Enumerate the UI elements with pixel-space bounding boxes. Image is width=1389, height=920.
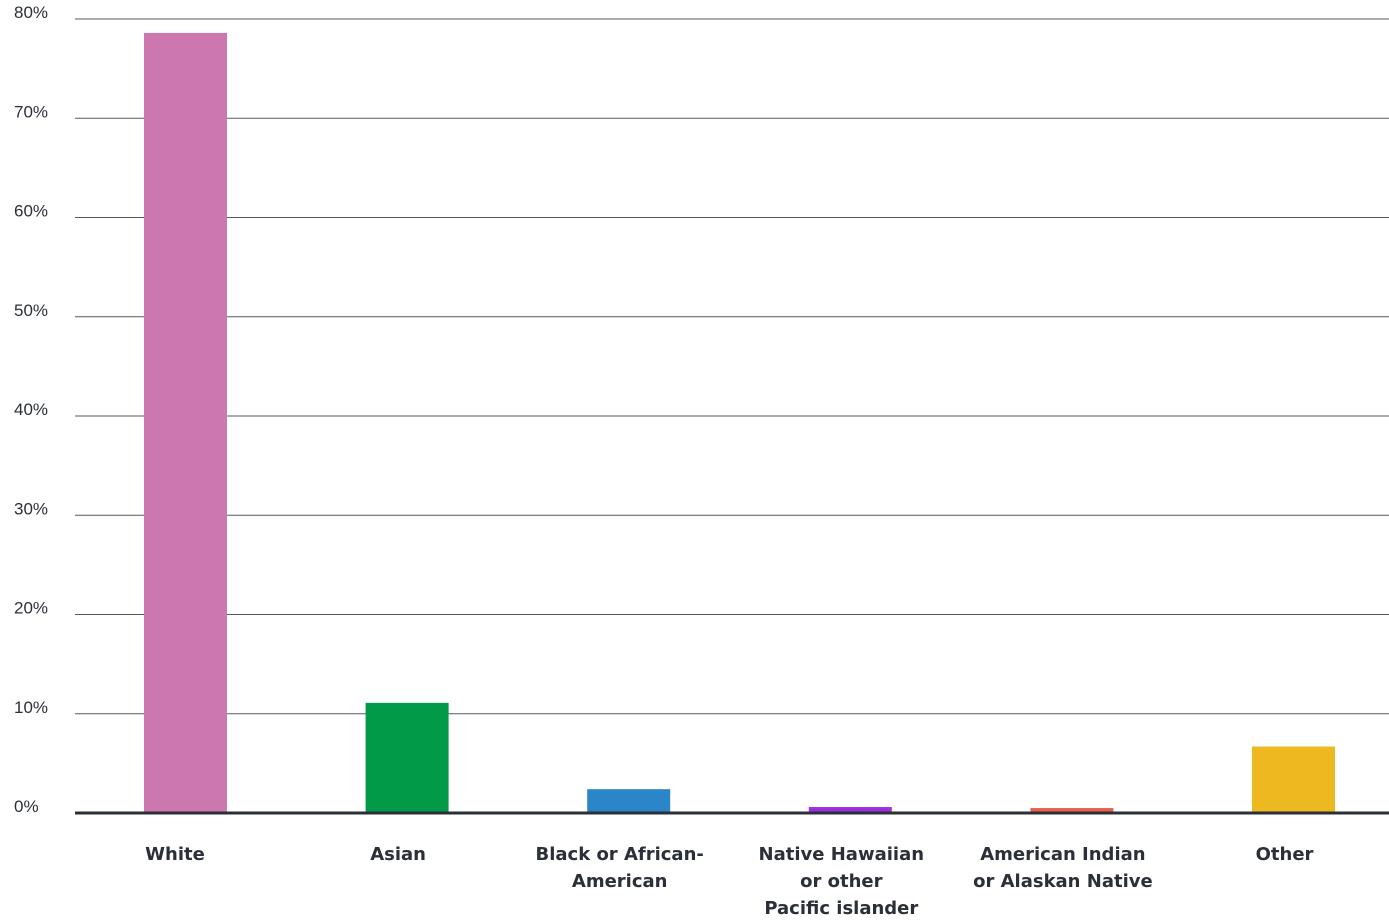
- bar: [1252, 746, 1335, 813]
- y-tick-label: 50%: [14, 301, 48, 320]
- bars: [144, 32, 1335, 813]
- bar: [144, 32, 227, 813]
- y-tick-label: 80%: [14, 3, 48, 22]
- bar: [1030, 808, 1114, 813]
- y-tick-label: 40%: [14, 400, 48, 419]
- y-tick-label: 70%: [14, 102, 48, 121]
- x-category-label: Other: [1256, 844, 1314, 865]
- y-tick-label: 10%: [14, 698, 48, 717]
- bar: [808, 807, 892, 813]
- y-axis-tick-labels: 0% 10% 20% 30% 40% 50% 60% 70% 80%: [14, 3, 48, 816]
- x-category-label: American Indian or Alaskan Native: [973, 844, 1153, 892]
- y-tick-label: 20%: [14, 599, 48, 618]
- x-axis-category-labels: White Asian Black or African-American Nativ…: [145, 844, 1313, 919]
- gridlines: [75, 18, 1389, 715]
- y-tick-label: 60%: [14, 202, 48, 221]
- bar: [365, 702, 449, 813]
- bar: [587, 789, 671, 813]
- y-tick-label: 30%: [14, 499, 48, 518]
- x-category-label: Asian: [370, 844, 426, 865]
- x-category-label: White: [145, 844, 205, 865]
- x-category-label: Native Hawaiian or other Pacific islander: [759, 844, 924, 919]
- x-category-label: Black or African-American: [536, 844, 704, 892]
- y-tick-label: 0%: [14, 797, 39, 816]
